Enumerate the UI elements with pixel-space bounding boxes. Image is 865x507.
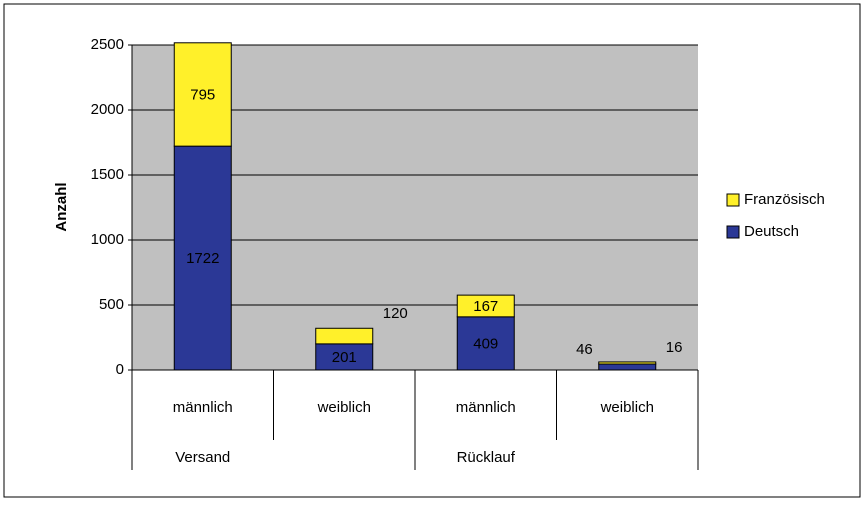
data-label: 1722 [186,250,219,267]
data-label: 201 [332,349,357,366]
y-tick-label: 0 [116,361,124,378]
legend-label: Deutsch [744,223,799,240]
y-axis-label: Anzahl [53,182,70,231]
group-label: Versand [175,449,230,466]
bar-segment [456,316,515,371]
data-label: 16 [666,339,683,356]
bar-segment [315,327,374,345]
y-tick-label: 2500 [91,36,124,53]
y-tick-label: 500 [99,296,124,313]
data-label: 409 [473,335,498,352]
x-tick-label: weiblich [600,399,654,416]
bar-segment [456,294,515,318]
legend-swatch [726,193,740,207]
y-tick-label: 1000 [91,231,124,248]
y-tick-label: 2000 [91,101,124,118]
bar-segment [598,361,657,365]
data-label: 167 [473,298,498,315]
group-label: Rücklauf [457,449,516,466]
x-tick-label: weiblich [317,399,371,416]
x-tick-label: männlich [456,399,516,416]
bar-segment [598,363,657,371]
y-tick-label: 1500 [91,166,124,183]
data-label: 120 [383,305,408,322]
x-tick-label: männlich [173,399,233,416]
data-label: 795 [190,86,215,103]
data-label: 46 [576,341,593,358]
legend-label: Französisch [744,191,825,208]
bar-segment [173,145,232,371]
legend-swatch [726,225,740,239]
bar-segment [173,42,232,147]
